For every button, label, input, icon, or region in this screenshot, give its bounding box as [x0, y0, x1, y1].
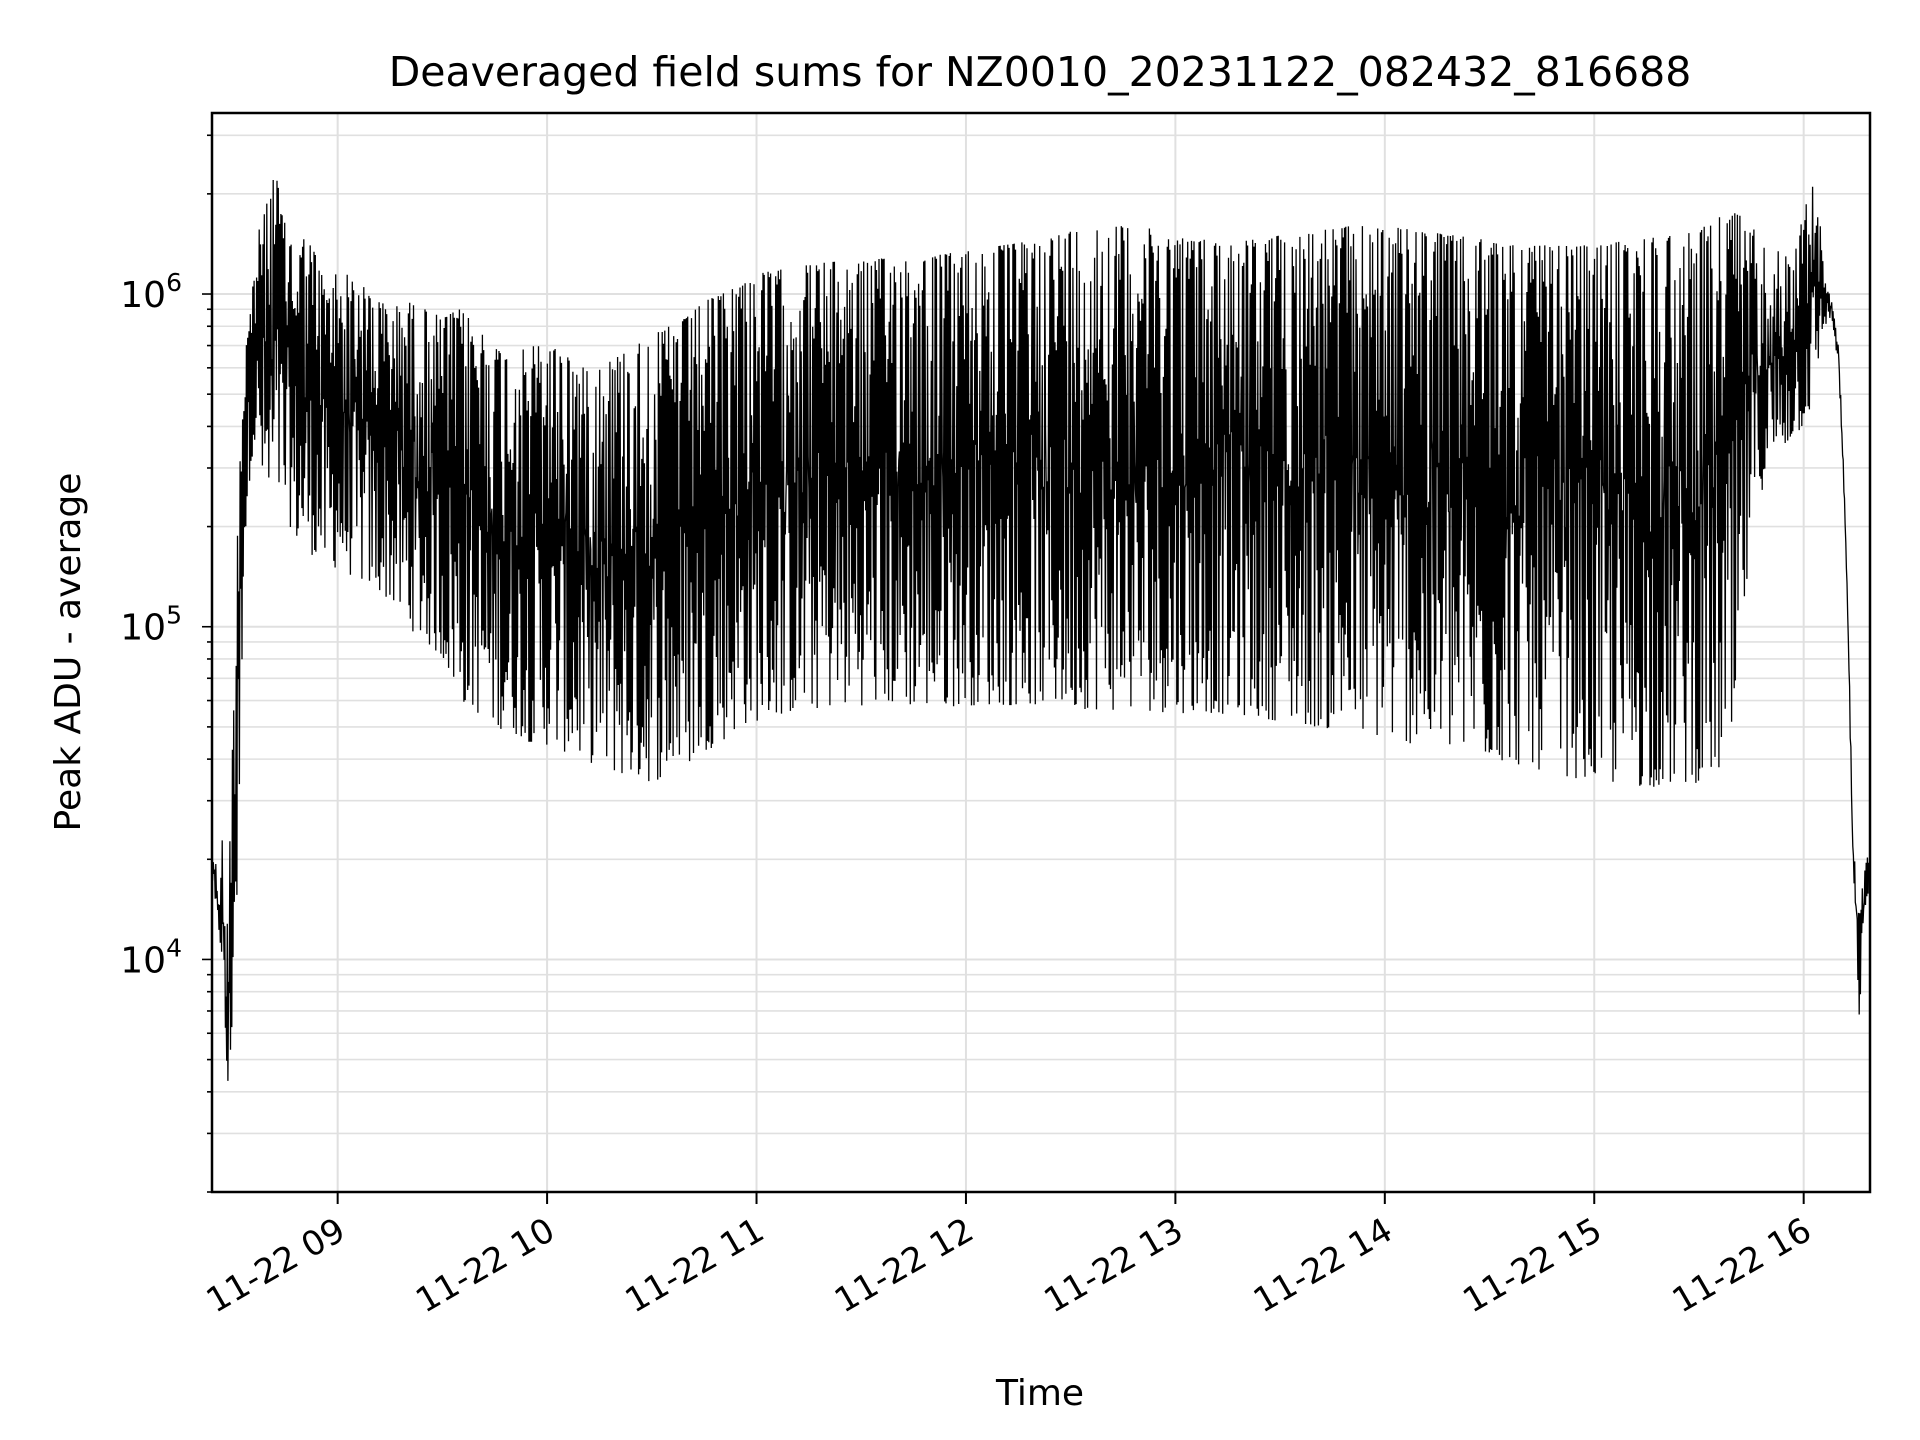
y-tick-base: 10	[120, 940, 166, 981]
x-tick-label: 11-22 15	[1456, 1210, 1608, 1321]
x-tick-label: 11-22 12	[828, 1210, 980, 1321]
y-tick-base: 10	[120, 608, 166, 649]
y-tick-label: 106	[120, 268, 182, 316]
y-tick-label: 104	[120, 933, 182, 981]
y-tick-exponent: 6	[166, 268, 182, 297]
plot-frame	[210, 111, 1872, 1194]
x-tick-label: 11-22 10	[409, 1210, 561, 1321]
y-tick-exponent: 5	[166, 601, 182, 630]
x-tick-label: 11-22 09	[200, 1210, 352, 1321]
y-axis-label: Peak ADU - average	[48, 473, 89, 832]
x-tick-label: 11-22 16	[1666, 1210, 1818, 1321]
y-tick-base: 10	[120, 275, 166, 316]
chart-title: Deaveraged field sums for NZ0010_2023112…	[389, 48, 1692, 96]
y-tick-exponent: 4	[166, 933, 182, 962]
y-tick-label: 105	[120, 601, 182, 649]
x-tick-label: 11-22 13	[1037, 1210, 1189, 1321]
x-axis: 11-22 09 11-22 10 11-22 11 11-22 12 11-22 13…	[200, 1192, 1818, 1321]
plot-area	[211, 179, 1871, 1081]
x-tick-label: 11-22 11	[619, 1210, 771, 1321]
x-axis-label: Time	[995, 1373, 1084, 1414]
x-tick-label: 11-22 14	[1247, 1210, 1399, 1321]
series-line	[211, 179, 1871, 1081]
